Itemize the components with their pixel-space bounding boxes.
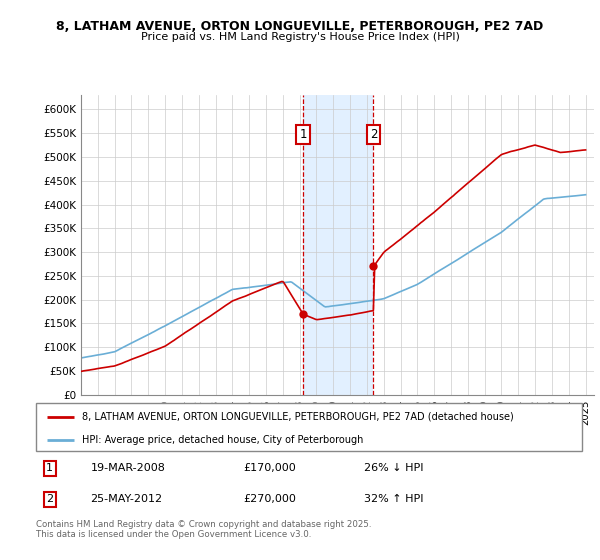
FancyBboxPatch shape	[36, 403, 582, 451]
Text: Contains HM Land Registry data © Crown copyright and database right 2025.
This d: Contains HM Land Registry data © Crown c…	[36, 520, 371, 539]
Text: 1: 1	[46, 463, 53, 473]
Text: HPI: Average price, detached house, City of Peterborough: HPI: Average price, detached house, City…	[82, 435, 364, 445]
Text: 25-MAY-2012: 25-MAY-2012	[91, 494, 163, 505]
Text: £270,000: £270,000	[244, 494, 296, 505]
Text: 19-MAR-2008: 19-MAR-2008	[91, 463, 166, 473]
Text: 32% ↑ HPI: 32% ↑ HPI	[364, 494, 423, 505]
Text: 2: 2	[370, 128, 377, 141]
Text: £170,000: £170,000	[244, 463, 296, 473]
Text: 8, LATHAM AVENUE, ORTON LONGUEVILLE, PETERBOROUGH, PE2 7AD: 8, LATHAM AVENUE, ORTON LONGUEVILLE, PET…	[56, 20, 544, 32]
Text: 8, LATHAM AVENUE, ORTON LONGUEVILLE, PETERBOROUGH, PE2 7AD (detached house): 8, LATHAM AVENUE, ORTON LONGUEVILLE, PET…	[82, 412, 514, 422]
Text: 2: 2	[46, 494, 53, 505]
Text: 26% ↓ HPI: 26% ↓ HPI	[364, 463, 423, 473]
Bar	[303, 95, 373, 395]
Text: 1: 1	[299, 128, 307, 141]
Text: Price paid vs. HM Land Registry's House Price Index (HPI): Price paid vs. HM Land Registry's House …	[140, 32, 460, 43]
